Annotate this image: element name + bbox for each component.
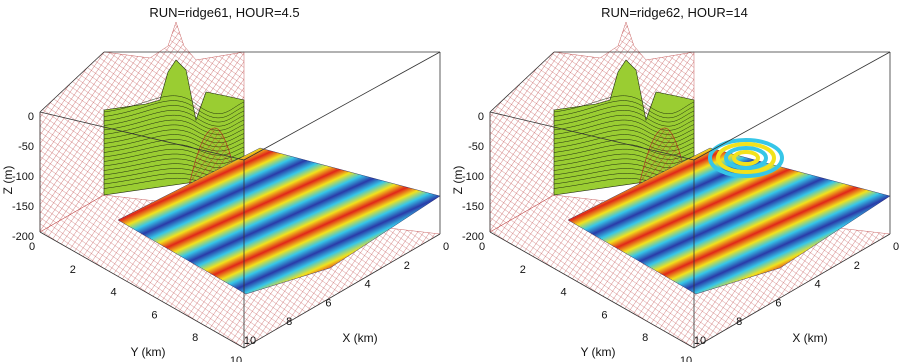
box-edge xyxy=(39,111,245,161)
section-contour xyxy=(553,129,695,144)
section-contour xyxy=(103,119,245,135)
y-tick-label: 0 xyxy=(29,241,35,253)
section-contour xyxy=(553,134,695,149)
z-axis-label: Z (m) xyxy=(1,166,15,195)
y-tick-label: 10 xyxy=(230,355,242,362)
x-tick-label: 4 xyxy=(365,279,371,291)
x-tick-label: 10 xyxy=(694,335,706,347)
x-tick-label: 2 xyxy=(854,260,860,272)
vortex-ring xyxy=(716,142,776,174)
y-tick-label: 8 xyxy=(192,332,198,344)
left-panel: RUN=ridge61, HOUR=4.5 0 -50 -100 -150 -200 Z … xyxy=(0,0,449,362)
z-tick-label: -150 xyxy=(462,201,484,213)
y-axis-label: Y (km) xyxy=(580,345,615,359)
z-axis-label: Z (m) xyxy=(451,166,465,195)
y-tick-label: 6 xyxy=(151,309,157,321)
x-tick-label: 6 xyxy=(775,297,781,309)
vortex-ring xyxy=(732,150,760,166)
horizontal-surface xyxy=(117,147,441,295)
y-tick-label: 6 xyxy=(601,309,607,321)
x-tick-label: 8 xyxy=(736,316,742,328)
box-edge xyxy=(489,231,695,349)
section-contour xyxy=(553,114,695,131)
x-axis-label: X (km) xyxy=(342,331,377,345)
z-tick-label: -150 xyxy=(12,201,34,213)
x-axis-label: X (km) xyxy=(792,331,827,345)
section-contour xyxy=(103,110,245,127)
section-contour xyxy=(103,139,245,153)
x-tick-label: 6 xyxy=(325,297,331,309)
section-contour xyxy=(553,139,695,153)
section-contour xyxy=(553,119,695,135)
box-edge xyxy=(489,51,555,113)
x-tick-label: 8 xyxy=(286,316,292,328)
section-contour xyxy=(553,100,695,119)
z-tick-label: 0 xyxy=(478,111,484,123)
z-tick-label: -100 xyxy=(462,171,484,183)
y-tick-label: 10 xyxy=(680,355,692,362)
box-edge xyxy=(693,51,891,161)
section-contour xyxy=(103,129,245,144)
box-edge xyxy=(243,233,441,349)
section-contour xyxy=(553,110,695,127)
panel-title-left: RUN=ridge61, HOUR=4.5 xyxy=(149,5,300,20)
z-tick-label: 0 xyxy=(28,111,34,123)
box-edge xyxy=(489,111,695,161)
z-tick-label: -50 xyxy=(468,141,484,153)
y-tick-label: 8 xyxy=(642,332,648,344)
z-tick-label: -100 xyxy=(12,171,34,183)
right-panel: RUN=ridge62, HOUR=14 0 -50 -100 -150 -200 Z (… xyxy=(450,0,899,362)
x-tick-label: 0 xyxy=(893,241,899,253)
y-axis-label: Y (km) xyxy=(130,345,165,359)
x-tick-label: 0 xyxy=(443,241,449,253)
section-contour xyxy=(103,105,245,123)
section-contour xyxy=(553,95,695,114)
box-edge xyxy=(39,51,105,113)
y-tick-label: 2 xyxy=(70,264,76,276)
horizontal-surface xyxy=(567,147,891,295)
box-edge xyxy=(693,233,891,349)
y-tick-label: 4 xyxy=(111,287,117,299)
box-edge xyxy=(243,51,441,161)
y-tick-label: 4 xyxy=(561,287,567,299)
section-contour xyxy=(103,100,245,119)
section-contour xyxy=(103,134,245,149)
section-contour xyxy=(103,95,245,114)
section-contour xyxy=(553,105,695,123)
section-contour xyxy=(103,114,245,131)
z-tick-label: -200 xyxy=(12,231,34,243)
z-tick-label: -200 xyxy=(462,231,484,243)
vortex-ring xyxy=(708,138,784,178)
box-edge xyxy=(39,231,245,349)
x-tick-label: 10 xyxy=(244,335,256,347)
section-contour xyxy=(103,124,245,140)
vortex-ring xyxy=(724,146,768,170)
z-tick-label: -50 xyxy=(18,141,34,153)
y-tick-label: 2 xyxy=(520,264,526,276)
plot-3d-left: 0 -50 -100 -150 -200 Z (m) 0 2 4 6 8 10 Y (km) 0 2 4 6 8 1… xyxy=(1,21,449,362)
x-tick-label: 4 xyxy=(815,279,821,291)
section-contour xyxy=(553,124,695,140)
y-tick-label: 0 xyxy=(479,241,485,253)
x-tick-label: 2 xyxy=(404,260,410,272)
plot-3d-right: 0 -50 -100 -150 -200 Z (m) 0 2 4 6 8 10 Y (km) 0 2 4 6 8 1… xyxy=(451,21,899,362)
panel-title-right: RUN=ridge62, HOUR=14 xyxy=(601,5,748,20)
